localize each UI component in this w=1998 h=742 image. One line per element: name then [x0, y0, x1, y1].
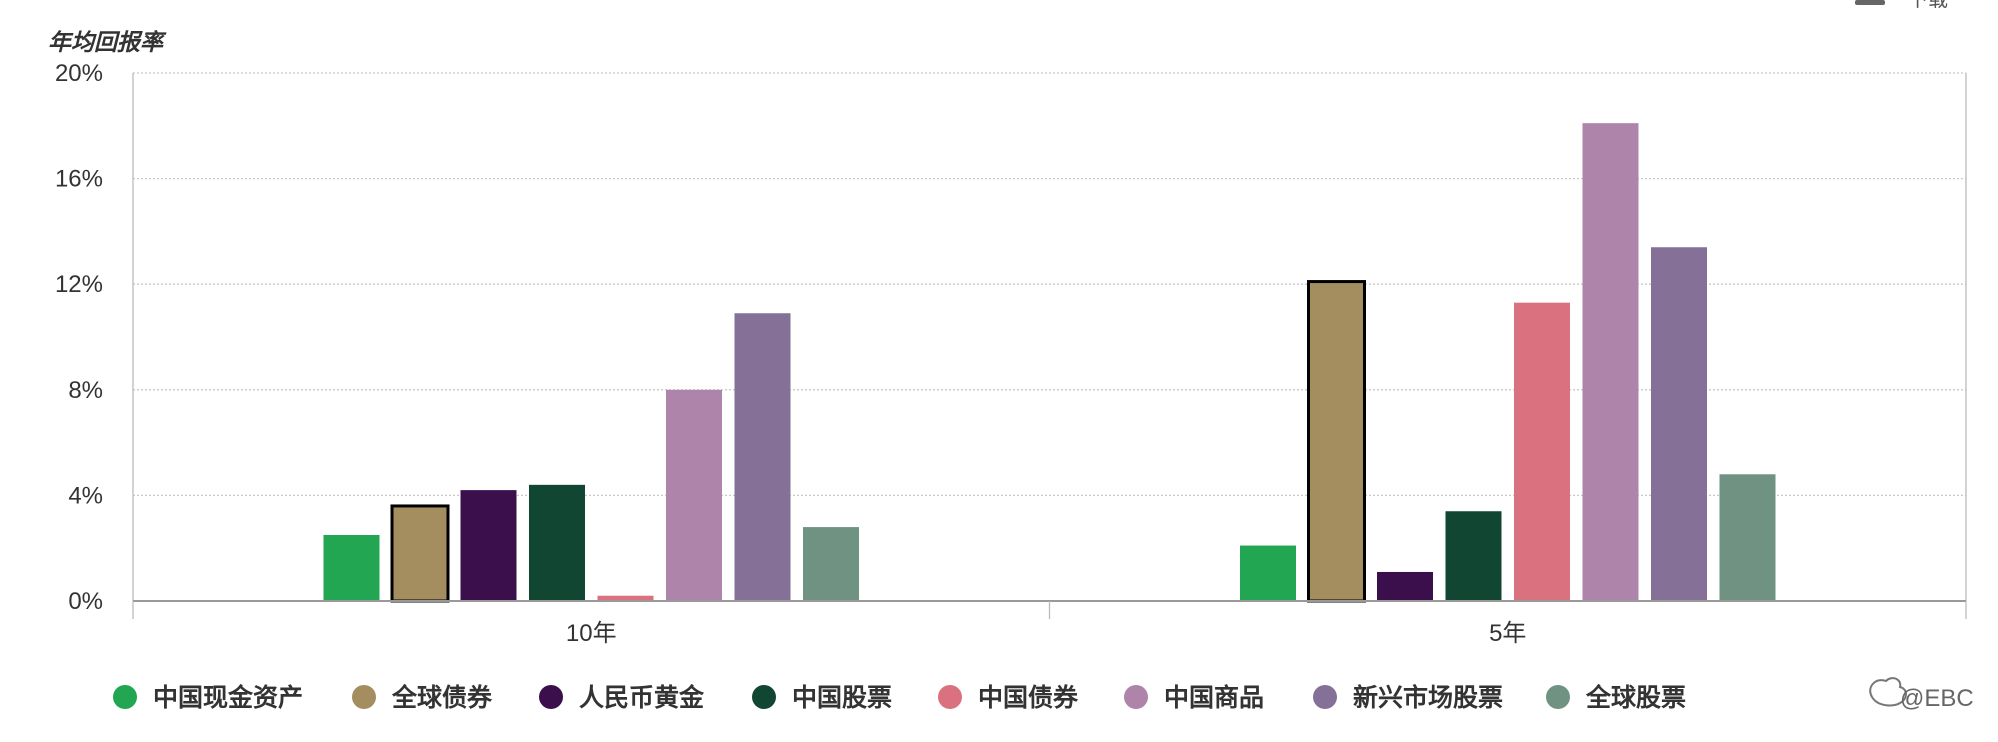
legend-label: 中国债券	[978, 683, 1079, 712]
bar[interactable]	[390, 504, 450, 603]
download-icon	[1855, 0, 1885, 5]
legend-item[interactable]: 中国现金资产	[113, 683, 303, 712]
legend-label: 中国现金资产	[153, 683, 303, 712]
legend-item[interactable]: 全球股票	[1546, 683, 1686, 712]
bar[interactable]	[803, 527, 859, 601]
y-tick-label: 20%	[55, 60, 103, 87]
legend-item[interactable]: 新兴市场股票	[1313, 683, 1503, 712]
bar[interactable]	[1582, 123, 1639, 601]
bar[interactable]	[1377, 571, 1433, 601]
bar[interactable]	[1514, 302, 1570, 601]
y-tick-label: 12%	[55, 271, 103, 298]
bar[interactable]	[529, 484, 585, 601]
y-tick-label: 0%	[68, 588, 103, 615]
legend-item[interactable]: 人民币黄金	[539, 683, 705, 712]
x-tick-label: 10年	[566, 620, 617, 647]
bar[interactable]	[1719, 474, 1776, 601]
bar[interactable]	[1307, 280, 1366, 603]
legend-marker	[113, 685, 137, 709]
y-tick-label: 8%	[68, 377, 103, 404]
bar[interactable]	[597, 595, 654, 601]
watermark-text: @EBC	[1900, 685, 1974, 712]
legend-marker	[752, 685, 776, 709]
bar[interactable]	[734, 313, 791, 601]
legend-label: 中国商品	[1164, 683, 1264, 712]
legend-marker	[1313, 685, 1337, 709]
legend-label: 人民币黄金	[579, 683, 705, 712]
bar[interactable]	[460, 490, 517, 601]
download-label: 下载	[1908, 0, 1948, 11]
x-tick-label: 5年	[1489, 620, 1526, 647]
legend-item[interactable]: 全球债券	[352, 683, 493, 712]
y-tick-label: 16%	[55, 166, 103, 193]
legend-label: 全球债券	[391, 683, 493, 712]
legend-marker	[1124, 685, 1148, 709]
watermark: @EBC	[1869, 677, 1974, 712]
legend-item[interactable]: 中国商品	[1124, 683, 1264, 712]
bar[interactable]	[1445, 511, 1502, 601]
legend-item[interactable]: 中国股票	[752, 683, 892, 712]
legend-label: 中国股票	[792, 683, 892, 712]
legend-label: 全球股票	[1585, 683, 1686, 712]
legend-marker	[539, 685, 563, 709]
legend-marker	[938, 685, 962, 709]
y-axis-label: 年均回报率	[48, 30, 167, 56]
y-tick-label: 4%	[68, 482, 103, 509]
legend-item[interactable]: 中国债券	[938, 683, 1079, 712]
legend-label: 新兴市场股票	[1353, 683, 1503, 712]
legend-marker	[352, 685, 376, 709]
bar[interactable]	[666, 389, 722, 601]
bar[interactable]	[323, 535, 380, 601]
download-button[interactable]: 下载	[1855, 0, 1948, 11]
bar[interactable]	[1651, 247, 1707, 602]
weibo-logo-icon	[1869, 677, 1907, 707]
bar[interactable]	[1240, 545, 1296, 601]
legend-marker	[1546, 685, 1570, 709]
